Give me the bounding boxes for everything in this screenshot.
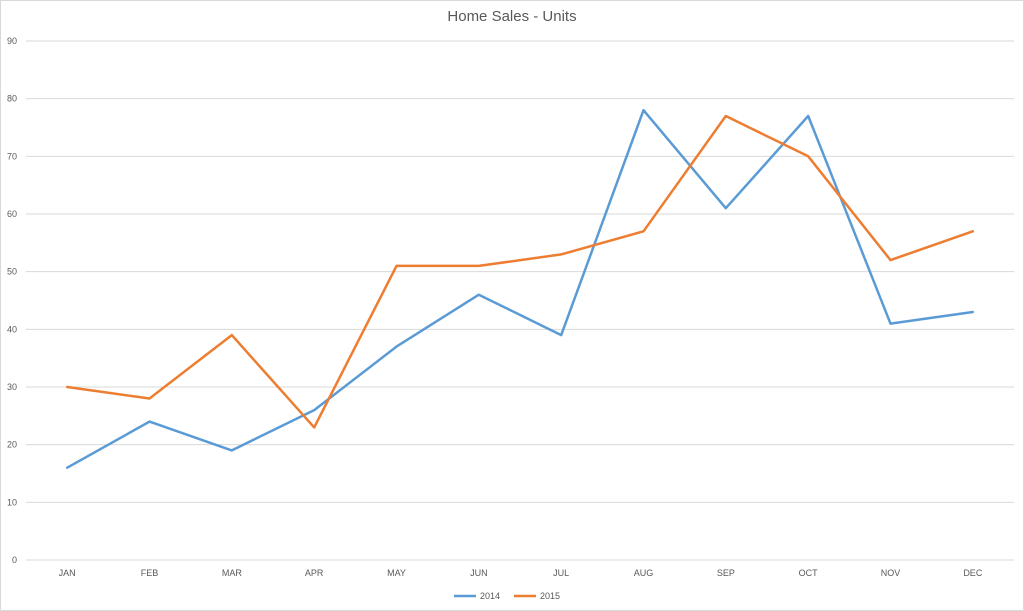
x-tick-label: AUG bbox=[634, 568, 654, 578]
y-tick-label: 70 bbox=[7, 151, 17, 161]
legend-label-2014: 2014 bbox=[480, 591, 500, 601]
series-line-2014 bbox=[65, 108, 975, 469]
x-tick-label: SEP bbox=[717, 568, 735, 578]
y-tick-label: 60 bbox=[7, 209, 17, 219]
y-tick-label: 20 bbox=[7, 440, 17, 450]
y-tick-label: 0 bbox=[12, 555, 17, 565]
series-line-2015 bbox=[65, 114, 975, 429]
legend-label-2015: 2015 bbox=[540, 591, 560, 601]
x-tick-label: JAN bbox=[59, 568, 76, 578]
y-tick-label: 90 bbox=[7, 36, 17, 46]
x-tick-label: DEC bbox=[963, 568, 983, 578]
y-tick-label: 10 bbox=[7, 497, 17, 507]
x-tick-label: OCT bbox=[799, 568, 819, 578]
x-tick-label: MAY bbox=[387, 568, 406, 578]
x-tick-label: APR bbox=[305, 568, 324, 578]
x-tick-label: NOV bbox=[881, 568, 901, 578]
y-tick-label: 50 bbox=[7, 267, 17, 277]
y-tick-label: 30 bbox=[7, 382, 17, 392]
x-tick-label: JUN bbox=[470, 568, 488, 578]
chart-title: Home Sales - Units bbox=[447, 8, 577, 25]
x-tick-label: FEB bbox=[141, 568, 159, 578]
x-tick-label: JUL bbox=[553, 568, 569, 578]
y-tick-label: 80 bbox=[7, 94, 17, 104]
x-tick-label: MAR bbox=[222, 568, 243, 578]
y-tick-label: 40 bbox=[7, 324, 17, 334]
